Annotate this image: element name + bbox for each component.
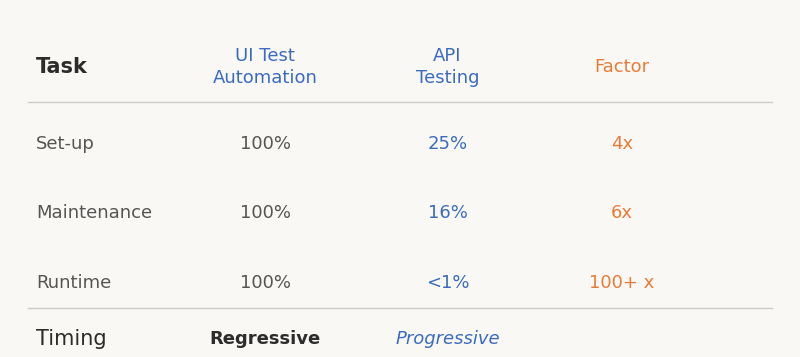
Text: Set-up: Set-up (36, 135, 94, 153)
Text: Timing: Timing (36, 329, 106, 349)
Text: <1%: <1% (426, 274, 470, 292)
Text: 100%: 100% (240, 204, 291, 222)
Text: Runtime: Runtime (36, 274, 111, 292)
Text: 6x: 6x (610, 204, 633, 222)
Text: Factor: Factor (594, 58, 650, 76)
Text: 100%: 100% (240, 135, 291, 153)
Text: API
Testing: API Testing (416, 47, 479, 87)
Text: Task: Task (36, 57, 88, 77)
Text: Regressive: Regressive (210, 330, 321, 348)
Text: Maintenance: Maintenance (36, 204, 152, 222)
Text: UI Test
Automation: UI Test Automation (213, 47, 318, 87)
Text: 100%: 100% (240, 274, 291, 292)
Text: 25%: 25% (427, 135, 467, 153)
Text: 100+ x: 100+ x (589, 274, 654, 292)
Text: 4x: 4x (610, 135, 633, 153)
Text: 16%: 16% (427, 204, 467, 222)
Text: Progressive: Progressive (395, 330, 500, 348)
